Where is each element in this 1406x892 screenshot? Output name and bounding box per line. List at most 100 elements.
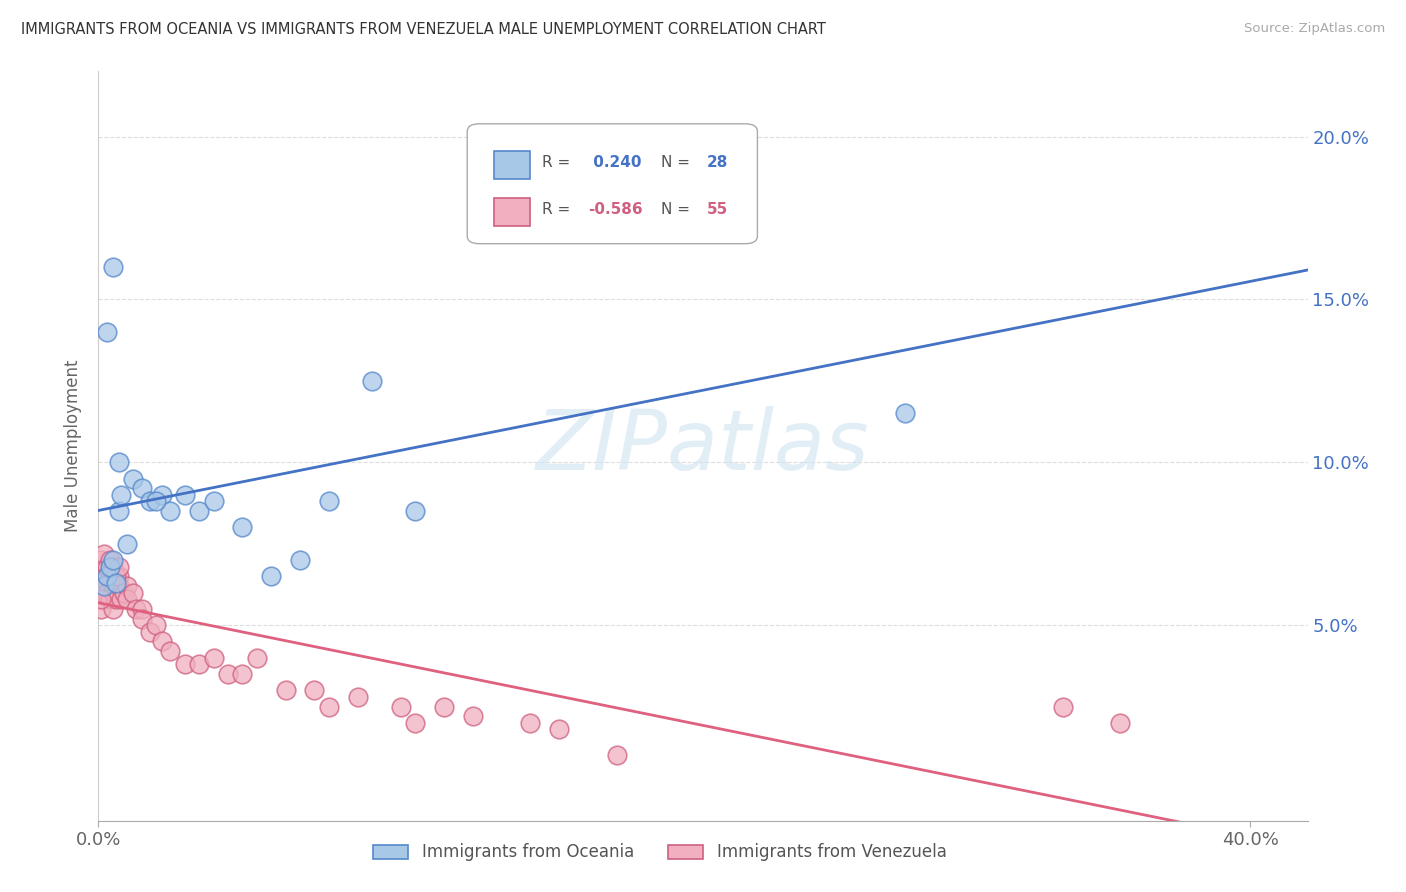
- Point: [101, 260, 124, 274]
- Point: [188, 504, 211, 518]
- Point: [548, 723, 571, 737]
- Point: [606, 748, 628, 763]
- Point: [107, 455, 129, 469]
- Point: [115, 592, 138, 607]
- Point: [115, 537, 138, 551]
- Point: [90, 602, 112, 616]
- Point: [93, 585, 115, 599]
- Point: [96, 559, 118, 574]
- Point: [112, 585, 135, 599]
- Point: [90, 592, 112, 607]
- Text: 55: 55: [707, 202, 728, 218]
- Point: [115, 579, 138, 593]
- Point: [104, 585, 127, 599]
- FancyBboxPatch shape: [494, 198, 530, 227]
- Point: [274, 683, 297, 698]
- Point: [404, 504, 426, 518]
- Point: [110, 592, 132, 607]
- Point: [159, 644, 181, 658]
- Point: [98, 553, 121, 567]
- Point: [90, 585, 112, 599]
- Point: [361, 374, 384, 388]
- Point: [96, 569, 118, 583]
- Point: [139, 494, 162, 508]
- Point: [98, 592, 121, 607]
- Text: 0.240: 0.240: [588, 155, 641, 170]
- Point: [101, 602, 124, 616]
- Point: [150, 488, 173, 502]
- Point: [122, 585, 145, 599]
- Point: [101, 585, 124, 599]
- Point: [101, 579, 124, 593]
- Text: Source: ZipAtlas.com: Source: ZipAtlas.com: [1244, 22, 1385, 36]
- Point: [131, 612, 153, 626]
- Point: [519, 178, 541, 193]
- Point: [104, 592, 127, 607]
- Point: [145, 494, 167, 508]
- Point: [389, 699, 412, 714]
- Point: [93, 579, 115, 593]
- Text: 28: 28: [707, 155, 728, 170]
- Point: [107, 504, 129, 518]
- Point: [231, 667, 253, 681]
- Point: [96, 325, 118, 339]
- FancyBboxPatch shape: [494, 151, 530, 179]
- Point: [122, 472, 145, 486]
- Point: [107, 559, 129, 574]
- Point: [202, 650, 225, 665]
- Point: [93, 569, 115, 583]
- Point: [93, 547, 115, 561]
- Y-axis label: Male Unemployment: Male Unemployment: [65, 359, 83, 533]
- Point: [107, 569, 129, 583]
- Point: [288, 553, 311, 567]
- FancyBboxPatch shape: [467, 124, 758, 244]
- Point: [304, 683, 326, 698]
- Text: Immigrants from Venezuela: Immigrants from Venezuela: [717, 843, 946, 861]
- Text: N =: N =: [661, 155, 690, 170]
- Point: [101, 553, 124, 567]
- Point: [125, 602, 148, 616]
- Point: [346, 690, 368, 704]
- Point: [90, 553, 112, 567]
- Point: [433, 699, 456, 714]
- Point: [318, 699, 340, 714]
- Text: -0.586: -0.586: [588, 202, 643, 218]
- Point: [231, 520, 253, 534]
- Point: [461, 709, 484, 723]
- Point: [246, 650, 269, 665]
- Point: [173, 657, 195, 672]
- Point: [519, 715, 541, 730]
- Point: [150, 634, 173, 648]
- Point: [893, 406, 915, 420]
- Point: [173, 488, 195, 502]
- Point: [131, 602, 153, 616]
- Text: Immigrants from Oceania: Immigrants from Oceania: [422, 843, 634, 861]
- Point: [110, 488, 132, 502]
- Point: [217, 667, 239, 681]
- Text: R =: R =: [543, 155, 571, 170]
- Point: [96, 575, 118, 590]
- Point: [202, 494, 225, 508]
- Point: [139, 624, 162, 639]
- Point: [96, 585, 118, 599]
- Point: [96, 559, 118, 574]
- Point: [1109, 715, 1132, 730]
- Point: [260, 569, 283, 583]
- Text: IMMIGRANTS FROM OCEANIA VS IMMIGRANTS FROM VENEZUELA MALE UNEMPLOYMENT CORRELATI: IMMIGRANTS FROM OCEANIA VS IMMIGRANTS FR…: [21, 22, 825, 37]
- Point: [104, 569, 127, 583]
- Point: [188, 657, 211, 672]
- Point: [101, 559, 124, 574]
- Text: ZIPatlas: ZIPatlas: [536, 406, 870, 486]
- Point: [107, 579, 129, 593]
- Text: R =: R =: [543, 202, 571, 218]
- Point: [318, 494, 340, 508]
- Point: [104, 575, 127, 590]
- Point: [131, 481, 153, 495]
- Point: [145, 618, 167, 632]
- Text: N =: N =: [661, 202, 690, 218]
- Point: [98, 569, 121, 583]
- Point: [98, 559, 121, 574]
- Point: [404, 715, 426, 730]
- Point: [1052, 699, 1074, 714]
- Point: [159, 504, 181, 518]
